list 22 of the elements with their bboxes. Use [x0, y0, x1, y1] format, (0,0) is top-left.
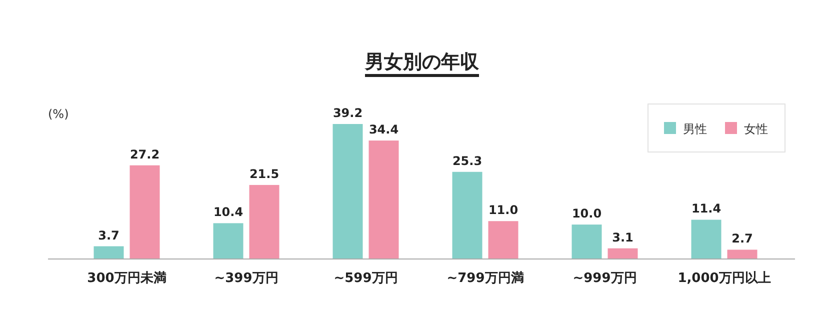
data-label: 21.5 [249, 166, 280, 181]
x-tick-label: ~799万円満 [446, 271, 524, 286]
x-tick-label: ~599万円 [334, 271, 398, 286]
data-label: 11.0 [488, 203, 518, 218]
data-label: 27.2 [130, 147, 160, 162]
legend-label: 男性 [683, 122, 707, 136]
x-tick-label: 1,000万円以上 [678, 271, 771, 286]
data-label: 10.0 [572, 206, 602, 221]
chart-title: 男女別の年収 [364, 51, 480, 73]
data-label: 11.4 [691, 202, 722, 216]
x-tick-label: 300万円未満 [87, 271, 166, 286]
y-axis-title: (%) [48, 107, 69, 121]
data-label: 34.4 [368, 122, 399, 137]
data-label: 39.2 [332, 106, 363, 120]
data-label: 3.7 [98, 228, 120, 242]
data-label: 10.4 [213, 205, 244, 220]
data-label: 25.3 [452, 154, 482, 168]
x-tick-label: ~999万円 [572, 271, 637, 286]
data-label: 2.7 [732, 232, 753, 246]
x-tick-label: ~399万円 [214, 271, 278, 286]
data-label: 3.1 [612, 230, 634, 244]
legend-label: 女性 [744, 122, 768, 136]
